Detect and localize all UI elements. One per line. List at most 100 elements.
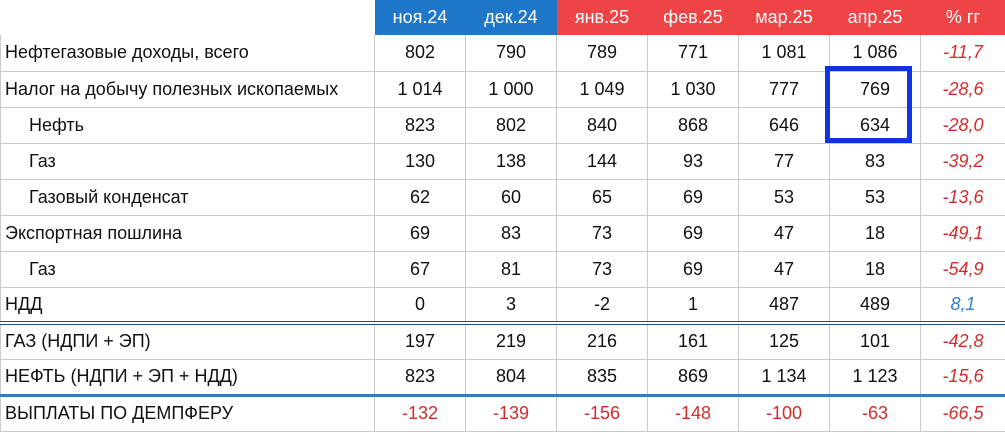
cell-value: 60 xyxy=(466,179,557,215)
cell-value: 823 xyxy=(375,359,466,395)
row-label: Газ xyxy=(1,143,375,179)
header-col-nov24: ноя.24 xyxy=(375,0,466,35)
cell-value: 802 xyxy=(375,35,466,71)
cell-value: 1 014 xyxy=(375,71,466,107)
cell-value: 18 xyxy=(830,251,921,287)
cell-value: 216 xyxy=(557,323,648,359)
cell-value: 0 xyxy=(375,287,466,323)
cell-value: 144 xyxy=(557,143,648,179)
cell-value: 868 xyxy=(648,107,739,143)
row-label: Экспортная пошлина xyxy=(1,215,375,251)
cell-yoy-pct: 8,1 xyxy=(921,287,1005,323)
cell-yoy-pct: -49,1 xyxy=(921,215,1005,251)
cell-yoy-pct: -15,6 xyxy=(921,359,1005,395)
cell-value: 1 049 xyxy=(557,71,648,107)
cell-value: 62 xyxy=(375,179,466,215)
cell-yoy-pct: -28,6 xyxy=(921,71,1005,107)
cell-value: 197 xyxy=(375,323,466,359)
cell-value: 869 xyxy=(648,359,739,395)
cell-value: 802 xyxy=(466,107,557,143)
cell-value: 219 xyxy=(466,323,557,359)
row-label: Нефтегазовые доходы, всего xyxy=(1,35,375,71)
cell-value: 69 xyxy=(648,251,739,287)
cell-value: 771 xyxy=(648,35,739,71)
table-row: ВЫПЛАТЫ ПО ДЕМПФЕРУ -132 -139 -156 -148 … xyxy=(1,395,1005,431)
table-row: Газ 67 81 73 69 47 18 -54,9 xyxy=(1,251,1005,287)
highlight-box xyxy=(825,66,912,143)
table-row: Экспортная пошлина 69 83 73 69 47 18 -49… xyxy=(1,215,1005,251)
row-label: Налог на добычу полезных ископаемых xyxy=(1,71,375,107)
cell-value: 69 xyxy=(375,215,466,251)
cell-value: -2 xyxy=(557,287,648,323)
cell-value: 83 xyxy=(830,143,921,179)
cell-value: 18 xyxy=(830,215,921,251)
cell-value: 69 xyxy=(648,215,739,251)
cell-value: 73 xyxy=(557,215,648,251)
cell-value: 53 xyxy=(830,179,921,215)
row-label: Нефть xyxy=(1,107,375,143)
cell-value: 789 xyxy=(557,35,648,71)
cell-value: 646 xyxy=(739,107,830,143)
cell-yoy-pct: -66,5 xyxy=(921,395,1005,431)
row-label: Газ xyxy=(1,251,375,287)
row-label: ВЫПЛАТЫ ПО ДЕМПФЕРУ xyxy=(1,395,375,431)
cell-value: 1 134 xyxy=(739,359,830,395)
cell-value: 1 030 xyxy=(648,71,739,107)
cell-value: 65 xyxy=(557,179,648,215)
cell-yoy-pct: -39,2 xyxy=(921,143,1005,179)
cell-value: 83 xyxy=(466,215,557,251)
header-col-yoy: % гг xyxy=(921,0,1005,35)
header-col-apr25: апр.25 xyxy=(830,0,921,35)
table-row: НДД 0 3 -2 1 487 489 8,1 xyxy=(1,287,1005,323)
table-row: ГАЗ (НДПИ + ЭП) 197 219 216 161 125 101 … xyxy=(1,323,1005,359)
cell-value: 125 xyxy=(739,323,830,359)
cell-value: 73 xyxy=(557,251,648,287)
cell-value: 77 xyxy=(739,143,830,179)
cell-value: 487 xyxy=(739,287,830,323)
cell-value: 835 xyxy=(557,359,648,395)
header-row: ноя.24 дек.24 янв.25 фев.25 мар.25 апр.2… xyxy=(1,0,1005,35)
cell-value: 47 xyxy=(739,215,830,251)
cell-value: 81 xyxy=(466,251,557,287)
cell-value: 1 000 xyxy=(466,71,557,107)
table-row: Газ 130 138 144 93 77 83 -39,2 xyxy=(1,143,1005,179)
cell-value: 777 xyxy=(739,71,830,107)
cell-value: 790 xyxy=(466,35,557,71)
cell-value: 3 xyxy=(466,287,557,323)
cell-value: -132 xyxy=(375,395,466,431)
cell-value: 67 xyxy=(375,251,466,287)
cell-yoy-pct: -13,6 xyxy=(921,179,1005,215)
cell-value: -156 xyxy=(557,395,648,431)
cell-yoy-pct: -42,8 xyxy=(921,323,1005,359)
row-label: НДД xyxy=(1,287,375,323)
header-blank xyxy=(1,0,375,35)
cell-value: -139 xyxy=(466,395,557,431)
cell-value: -100 xyxy=(739,395,830,431)
header-col-feb25: фев.25 xyxy=(648,0,739,35)
row-label: НЕФТЬ (НДПИ + ЭП + НДД) xyxy=(1,359,375,395)
cell-value: 1 123 xyxy=(830,359,921,395)
cell-value: 69 xyxy=(648,179,739,215)
cell-value: -63 xyxy=(830,395,921,431)
table-row: НЕФТЬ (НДПИ + ЭП + НДД) 823 804 835 869 … xyxy=(1,359,1005,395)
cell-value: 53 xyxy=(739,179,830,215)
header-col-mar25: мар.25 xyxy=(739,0,830,35)
header-col-dec24: дек.24 xyxy=(466,0,557,35)
cell-value: 47 xyxy=(739,251,830,287)
header-col-jan25: янв.25 xyxy=(557,0,648,35)
row-label: ГАЗ (НДПИ + ЭП) xyxy=(1,323,375,359)
cell-value: 1 081 xyxy=(739,35,830,71)
cell-value: 93 xyxy=(648,143,739,179)
cell-value: 161 xyxy=(648,323,739,359)
cell-value: 840 xyxy=(557,107,648,143)
row-label: Газовый конденсат xyxy=(1,179,375,215)
cell-value: 1 xyxy=(648,287,739,323)
cell-value: 138 xyxy=(466,143,557,179)
cell-value: 130 xyxy=(375,143,466,179)
cell-value: 489 xyxy=(830,287,921,323)
cell-value: 823 xyxy=(375,107,466,143)
cell-value: 101 xyxy=(830,323,921,359)
cell-value: 804 xyxy=(466,359,557,395)
cell-yoy-pct: -28,0 xyxy=(921,107,1005,143)
